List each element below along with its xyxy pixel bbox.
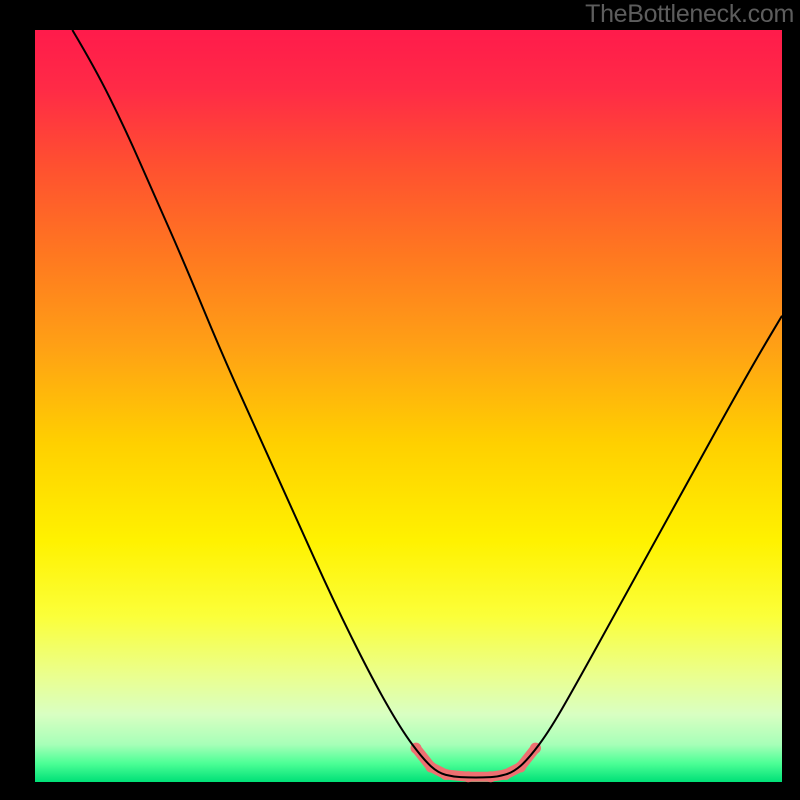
watermark-label: TheBottleneck.com — [585, 0, 794, 29]
chart-svg — [0, 0, 800, 800]
bottleneck-chart: TheBottleneck.com — [0, 0, 800, 800]
plot-gradient-bg — [35, 30, 782, 782]
